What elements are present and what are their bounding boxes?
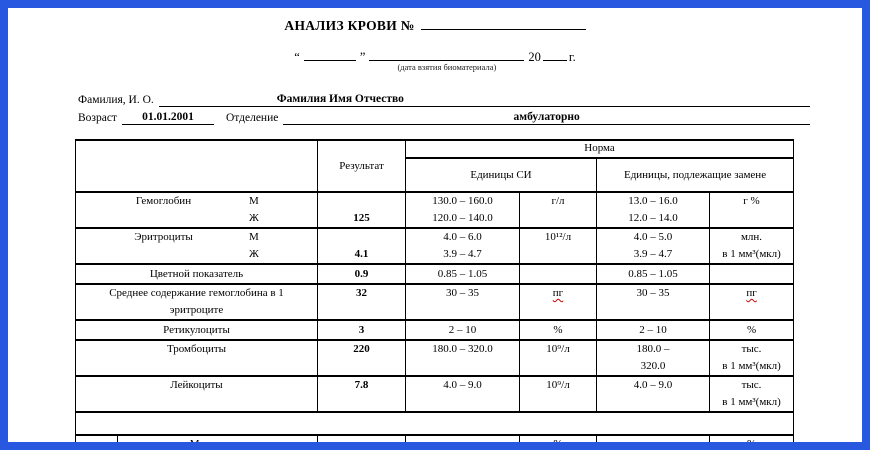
- sex-f: Ж: [249, 212, 259, 224]
- param-name: Среднее содержание гемоглобина в 1 эритр…: [75, 283, 318, 321]
- replace-range: 4.0 – 5.0 3.9 – 4.7: [596, 227, 710, 265]
- replace-unit: [708, 263, 795, 285]
- param-name: Лейкоциты: [75, 375, 318, 413]
- si-range: 180.0 – 320.0: [405, 339, 520, 377]
- patient-name-label: Фамилия, И. О.: [78, 94, 154, 106]
- param-name: Ретикулоциты: [75, 319, 318, 341]
- replace-unit: г %: [708, 191, 795, 229]
- si-range: [405, 434, 520, 442]
- date-day-blank: [303, 47, 356, 61]
- analysis-number-blank: [420, 16, 586, 30]
- date-century: 20: [528, 50, 541, 64]
- si-unit: 10¹²/л: [519, 227, 597, 265]
- param-header-empty: [75, 139, 318, 193]
- empty-spacer-row: [74, 411, 795, 436]
- date-open-quote: “: [294, 50, 300, 64]
- si-unit: %: [519, 434, 597, 442]
- patient-age-line: Возраст 01.01.2001 Отделение амбулаторно: [78, 111, 810, 125]
- section-marker-cell: [75, 434, 118, 442]
- date-row: “ ” (дата взятия биоматериала) 20 г.: [8, 47, 862, 72]
- result-header: Результат: [317, 139, 406, 193]
- si-range: 0.85 – 1.05: [405, 263, 520, 285]
- table-row-platelets: Тромбоциты 220 180.0 – 320.0 10⁹/л 180.0…: [75, 339, 795, 377]
- result-value: 7.8: [317, 375, 406, 413]
- form-title: АНАЛИЗ КРОВИ №: [284, 18, 415, 33]
- table-row-myelocytes: Миелоциты % %: [75, 434, 795, 442]
- replace-range: 0.85 – 1.05: [596, 263, 710, 285]
- form-title-row: АНАЛИЗ КРОВИ №: [8, 16, 862, 34]
- replace-unit: %: [708, 319, 795, 341]
- result-value: 3: [317, 319, 406, 341]
- si-unit: 10⁹/л: [519, 375, 597, 413]
- date-year-suffix: г.: [568, 50, 576, 64]
- param-name: Тромбоциты: [75, 339, 318, 377]
- patient-name-line: Фамилия, И. О. Фамилия Имя Отчество: [78, 93, 810, 107]
- result-value: 4.1: [317, 227, 406, 265]
- param-name: Цветной показатель: [75, 263, 318, 285]
- param-name: Миелоциты: [117, 434, 318, 442]
- sex-m: М: [249, 195, 259, 207]
- patient-block: Фамилия, И. О. Фамилия Имя Отчество Возр…: [78, 93, 810, 125]
- replace-range: 30 – 35: [596, 283, 710, 321]
- result-value: 32: [317, 283, 406, 321]
- replace-range: 4.0 – 9.0: [596, 375, 710, 413]
- si-unit: [519, 263, 597, 285]
- date-close-quote: ”: [359, 50, 366, 64]
- replace-unit: тыс. в 1 мм³(мкл): [708, 339, 795, 377]
- replace-range: 180.0 –320.0: [596, 339, 710, 377]
- si-unit: %: [519, 319, 597, 341]
- table-header-row-2: Единицы СИ Единицы, подлежащие замене: [76, 157, 795, 193]
- si-unit: пг: [519, 283, 597, 321]
- replace-range: 13.0 – 16.0 12.0 – 14.0: [596, 191, 710, 229]
- si-range: 2 – 10: [405, 319, 520, 341]
- result-value: 125: [317, 191, 406, 229]
- norma-header: Норма: [404, 139, 795, 159]
- table-row-leukocytes: Лейкоциты 7.8 4.0 – 9.0 10⁹/л 4.0 – 9.0 …: [75, 375, 795, 413]
- si-range: 30 – 35: [405, 283, 520, 321]
- replace-unit: пг: [708, 283, 795, 321]
- replace-unit: %: [708, 434, 795, 442]
- department-label: Отделение: [225, 112, 279, 124]
- table-row-reticulocytes: Ретикулоциты 3 2 – 10 % 2 – 10 %: [75, 319, 795, 341]
- si-unit: 10⁹/л: [519, 339, 597, 377]
- date-year-blank: [542, 47, 567, 61]
- result-value: 220: [317, 339, 406, 377]
- patient-name-value: Фамилия Имя Отчество: [276, 93, 404, 105]
- date-caption: (дата взятия биоматериала): [397, 62, 497, 72]
- date-month-wrap: (дата взятия биоматериала): [365, 47, 528, 72]
- si-unit: г/л: [519, 191, 597, 229]
- result-value: [317, 434, 406, 442]
- result-value: 0.9: [317, 263, 406, 285]
- table-row-color-index: Цветной показатель 0.9 0.85 – 1.05 0.85 …: [75, 263, 795, 285]
- date-month-blank: [369, 47, 525, 61]
- age-label: Возраст: [78, 112, 117, 124]
- age-value: 01.01.2001: [121, 111, 214, 125]
- si-range: 4.0 – 6.0 3.9 – 4.7: [405, 227, 520, 265]
- table-header-row-1: Результат Норма: [75, 139, 795, 193]
- replace-range: [596, 434, 710, 442]
- empty-cell: [74, 411, 795, 436]
- replace-units-header: Единицы, подлежащие замене: [595, 157, 795, 193]
- si-units-header: Единицы СИ: [405, 157, 597, 193]
- sex-f: Ж: [249, 248, 259, 260]
- table-row-mean-hemoglobin: Среднее содержание гемоглобина в 1 эритр…: [75, 283, 795, 321]
- replace-unit: млн. в 1 мм³(мкл): [708, 227, 795, 265]
- blood-results-table: Результат Норма Единицы СИ Единицы, подл…: [74, 139, 795, 442]
- replace-range: 2 – 10: [596, 319, 710, 341]
- patient-name-underline: Фамилия Имя Отчество: [158, 93, 810, 107]
- si-range: 4.0 – 9.0: [405, 375, 520, 413]
- replace-unit: тыс. в 1 мм³(мкл): [708, 375, 795, 413]
- department-value: амбулаторно: [283, 111, 810, 125]
- document-page: АНАЛИЗ КРОВИ № “ ” (дата взятия биоматериа…: [8, 8, 862, 442]
- sex-m: М: [249, 231, 259, 243]
- si-range: 130.0 – 160.0 120.0 – 140.0: [405, 191, 520, 229]
